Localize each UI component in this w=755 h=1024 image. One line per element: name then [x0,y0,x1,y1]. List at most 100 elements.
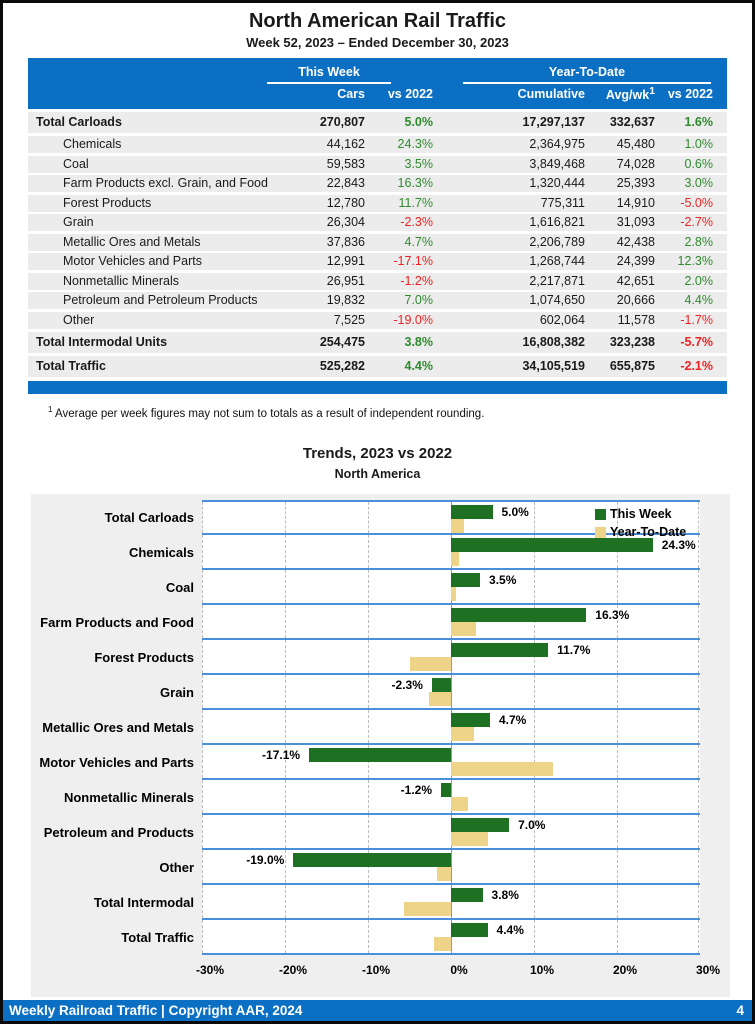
cell-cumulative: 1,074,650 [529,293,585,307]
chart-band: Chemicals 24.3% [31,535,730,571]
cell-cars: 26,304 [326,215,365,229]
cell-vs2022-ytd: -1.7% [680,312,713,327]
gridline [698,850,699,884]
bar-value-label: 16.3% [595,608,630,623]
bar-this-week [451,573,481,588]
cell-vs2022-week: 24.3% [397,137,433,151]
legend-swatch-year-to-date [595,526,606,538]
category-band-plot: -2.3% [202,675,700,711]
x-axis-tick: -20% [278,963,308,978]
cell-vs2022-ytd: -2.7% [680,215,713,229]
category-label: Total Intermodal [93,895,194,911]
bar-value-label: 4.4% [496,923,524,938]
bar-year-to-date [451,622,476,637]
cell-cars: 37,836 [326,234,365,249]
gridline [202,745,203,779]
cell-vs2022-week: -19.0% [393,312,433,327]
footer-bar: Weekly Railroad Traffic | Copyright AAR,… [3,1000,752,1021]
bar-year-to-date [451,762,554,777]
cell-cars: 12,991 [326,254,365,268]
gridline [617,920,618,954]
zero-gridline [451,780,452,814]
cell-cumulative: 34,105,519 [522,358,585,373]
cell-cumulative: 3,849,468 [529,156,585,171]
zero-gridline [451,675,452,709]
gridline [202,850,203,884]
table-row: Total Intermodal Units 254,475 3.8% 16,808,… [28,331,727,353]
gridline [285,745,286,779]
row-label: Motor Vehicles and Parts [63,254,202,268]
category-band-plot: -1.2% [202,780,700,816]
row-label: Farm Products excl. Grain, and Food [63,176,268,190]
column-header-cars: Cars [337,87,365,101]
gridline [698,675,699,709]
cell-cumulative: 16,808,382 [522,334,585,349]
table-row: Forest Products 12,780 11.7% 775,311 14,910 -… [28,194,727,212]
trends-bar-chart: Total Carloads 5.0% Chemicals 24.3% Coal 3.5%… [31,494,730,998]
cell-vs2022-ytd: 3.0% [684,176,714,190]
cell-cumulative: 1,320,444 [529,176,585,190]
table-row: Total Carloads 270,807 5.0% 17,297,137 332,6… [28,112,727,133]
cell-vs2022-week: -1.2% [400,273,433,288]
category-band-plot: 5.0% [202,500,700,536]
table-row: Metallic Ores and Metals 37,836 4.7% 2,206,… [28,233,727,251]
gridline [617,605,618,639]
cell-vs2022-week: -2.3% [400,215,433,229]
zero-gridline [451,745,452,779]
gridline [202,885,203,919]
row-label: Nonmetallic Minerals [63,273,180,288]
row-label: Forest Products [63,195,152,210]
cell-vs2022-week: 11.7% [398,195,433,210]
category-band-plot: 16.3% [202,605,700,641]
row-label: Chemicals [63,137,122,151]
gridline [285,920,286,954]
cell-vs2022-week: 4.4% [404,358,434,373]
gridline [698,640,699,674]
cell-vs2022-week: 7.0% [404,293,434,307]
gridline [202,675,203,709]
table-row: Motor Vehicles and Parts 12,991 -17.1% 1,26… [28,253,727,270]
x-axis-tick: 20% [612,963,638,978]
bar-value-label: -1.2% [400,783,433,798]
gridline [617,885,618,919]
row-label: Other [63,312,95,327]
rail-traffic-table: This Week Year-To-Date Cars vs 2022 Cumu… [28,58,727,377]
gridline [698,710,699,744]
cell-vs2022-week: 3.5% [404,156,434,171]
footnote-text: Average per week figures may not sum to … [55,407,485,420]
legend-item: Year-To-Date [595,525,686,539]
category-label: Chemicals [128,545,194,561]
column-group-this-week: This Week [259,65,399,84]
gridline [285,502,286,534]
gridline [534,570,535,604]
cell-vs2022-ytd: -5.7% [680,334,713,349]
chart-band: Other -19.0% [31,850,730,886]
gridline [534,780,535,814]
x-axis-tick: 10% [529,963,555,978]
category-label: Petroleum and Products [43,825,194,841]
gridline [202,710,203,744]
bar-value-label: 11.7% [557,643,591,658]
gridline [285,850,286,884]
gridline [698,535,699,569]
gridline [617,570,618,604]
gridline [368,640,369,674]
cell-avg-wk: 31,093 [616,215,655,229]
column-group-year-to-date: Year-To-Date [433,65,727,84]
row-label: Metallic Ores and Metals [63,234,201,249]
column-header-avg-wk: Avg/wk1 [605,85,655,103]
chart-band: Petroleum and Products 7.0% [31,815,730,851]
gridline [368,780,369,814]
cell-vs2022-ytd: 12.3% [677,254,713,268]
bar-this-week [451,643,549,658]
bar-this-week [431,678,451,693]
table-row: Total Traffic 525,282 4.4% 34,105,519 655,87… [28,355,727,377]
cell-avg-wk: 25,393 [616,176,655,190]
table-body: Total Carloads 270,807 5.0% 17,297,137 332,6… [28,112,727,377]
gridline [698,780,699,814]
gridline [617,710,618,744]
gridline [534,850,535,884]
bar-this-week [451,608,587,623]
gridline [617,640,618,674]
